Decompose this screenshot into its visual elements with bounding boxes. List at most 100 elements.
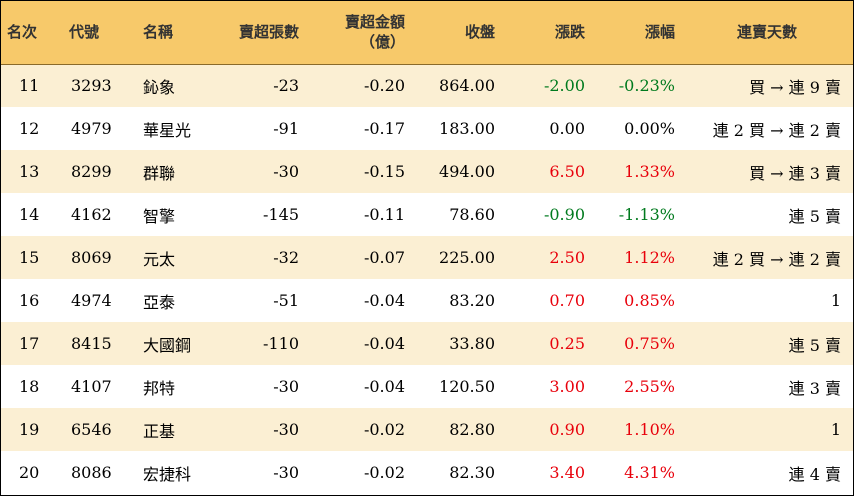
table-header: 名次 代號 名稱 賣超張數 賣超金額 （億） 收盤 漲跌 漲幅 連賣天數: [1, 1, 853, 65]
name-cell: 宏捷科: [143, 464, 192, 484]
consecutive-cell: 連 5 賣: [788, 335, 841, 355]
close-cell: 864.00: [439, 76, 495, 96]
close-cell: 83.20: [449, 291, 495, 310]
consecutive-cell: 1: [830, 291, 841, 310]
change-pct-cell: 0.00%: [624, 119, 675, 138]
sell-amount-cell: -0.04: [363, 377, 405, 396]
change-pct-cell: -0.23%: [618, 76, 675, 96]
table-row: 18 4107 邦特 -30 -0.04 120.50 3.00 2.55% 連…: [1, 365, 853, 408]
close-cell: 120.50: [439, 377, 495, 396]
rank-cell: 19: [19, 420, 40, 439]
consecutive-cell: 連 2 買 → 連 2 賣: [712, 249, 841, 269]
sell-lots-cell: -30: [273, 377, 299, 396]
code-cell: 8299: [71, 162, 112, 181]
header-change-pct: 漲幅: [591, 1, 681, 65]
consecutive-cell: 連 2 買 → 連 2 賣: [712, 120, 841, 140]
table-row: 12 4979 華星光 -91 -0.17 183.00 0.00 0.00% …: [1, 107, 853, 150]
close-cell: 82.30: [449, 463, 495, 482]
table-body: 11 3293 鈊象 -23 -0.20 864.00 -2.00 -0.23%…: [1, 64, 853, 494]
code-cell: 8086: [71, 463, 112, 482]
table-row: 19 6546 正基 -30 -0.02 82.80 0.90 1.10% 1: [1, 408, 853, 451]
header-sell-amount: 賣超金額 （億）: [305, 1, 411, 65]
change-pct-cell: 0.85%: [624, 291, 675, 310]
change-cell: 0.70: [549, 291, 585, 310]
change-pct-cell: 2.55%: [624, 377, 675, 396]
table-row: 13 8299 群聯 -30 -0.15 494.00 6.50 1.33% 買…: [1, 150, 853, 193]
change-cell: 0.90: [549, 420, 585, 439]
table-row: 15 8069 元太 -32 -0.07 225.00 2.50 1.12% 連…: [1, 236, 853, 279]
header-row: 名次 代號 名稱 賣超張數 賣超金額 （億） 收盤 漲跌 漲幅 連賣天數: [1, 1, 853, 65]
rank-cell: 17: [19, 334, 40, 353]
header-rank: 名次: [1, 1, 63, 65]
sell-amount-cell: -0.04: [363, 291, 405, 310]
consecutive-cell: 買 → 連 3 賣: [749, 163, 841, 183]
sell-lots-cell: -23: [273, 76, 299, 96]
sell-amount-cell: -0.04: [363, 334, 405, 353]
change-cell: 3.00: [549, 377, 585, 396]
change-pct-cell: -1.13%: [618, 205, 675, 224]
name-cell: 元太: [143, 249, 176, 269]
rank-cell: 11: [19, 76, 40, 96]
sell-lots-cell: -32: [273, 248, 299, 267]
table-row: 17 8415 大國鋼 -110 -0.04 33.80 0.25 0.75% …: [1, 322, 853, 365]
change-pct-cell: 4.31%: [624, 463, 675, 482]
close-cell: 33.80: [449, 334, 495, 353]
sell-amount-cell: -0.20: [363, 76, 405, 96]
close-cell: 225.00: [439, 248, 495, 267]
code-cell: 4162: [71, 205, 112, 224]
consecutive-cell: 連 5 賣: [788, 206, 841, 226]
name-cell: 鈊象: [143, 77, 176, 97]
consecutive-cell: 1: [830, 420, 841, 439]
header-change: 漲跌: [501, 1, 591, 65]
code-cell: 4107: [71, 377, 112, 396]
change-pct-cell: 1.33%: [624, 162, 675, 181]
name-cell: 智擎: [143, 206, 176, 226]
name-cell: 邦特: [143, 378, 176, 398]
table-row: 16 4974 亞泰 -51 -0.04 83.20 0.70 0.85% 1: [1, 279, 853, 322]
close-cell: 183.00: [439, 119, 495, 138]
change-pct-cell: 1.12%: [624, 248, 675, 267]
rank-cell: 16: [19, 291, 40, 310]
name-cell: 大國鋼: [143, 335, 192, 355]
name-cell: 華星光: [143, 120, 192, 140]
rank-cell: 14: [19, 205, 40, 224]
rank-cell: 18: [19, 377, 40, 396]
rank-cell: 15: [19, 248, 40, 267]
sell-lots-cell: -30: [273, 463, 299, 482]
header-sell-amount-line1: 賣超金額: [344, 13, 405, 32]
sell-amount-cell: -0.15: [363, 162, 405, 181]
close-cell: 78.60: [449, 205, 495, 224]
table-row: 20 8086 宏捷科 -30 -0.02 82.30 3.40 4.31% 連…: [1, 451, 853, 494]
code-cell: 4974: [71, 291, 112, 310]
sell-lots-cell: -91: [273, 119, 299, 138]
sell-amount-cell: -0.17: [363, 119, 405, 138]
sell-amount-cell: -0.02: [363, 463, 405, 482]
change-cell: -2.00: [543, 76, 585, 96]
rank-cell: 13: [19, 162, 40, 181]
sell-lots-cell: -30: [273, 162, 299, 181]
consecutive-cell: 買 → 連 9 賣: [749, 77, 841, 97]
code-cell: 6546: [71, 420, 112, 439]
header-name: 名稱: [127, 1, 205, 65]
change-cell: 6.50: [549, 162, 585, 181]
sell-lots-cell: -51: [273, 291, 299, 310]
header-sell-lots: 賣超張數: [205, 1, 305, 65]
change-cell: 3.40: [549, 463, 585, 482]
change-cell: 0.25: [549, 334, 585, 353]
name-cell: 正基: [143, 421, 176, 441]
header-sell-amount-line2: （億）: [359, 33, 405, 52]
rank-cell: 12: [19, 119, 40, 138]
sell-amount-cell: -0.11: [363, 205, 405, 224]
change-cell: -0.90: [543, 205, 585, 224]
name-cell: 群聯: [143, 163, 176, 183]
sell-lots-cell: -30: [273, 420, 299, 439]
change-cell: 2.50: [549, 248, 585, 267]
sell-lots-cell: -145: [263, 205, 299, 224]
table-row: 11 3293 鈊象 -23 -0.20 864.00 -2.00 -0.23%…: [1, 64, 853, 107]
close-cell: 82.80: [449, 420, 495, 439]
header-consecutive: 連賣天數: [681, 1, 853, 65]
code-cell: 8415: [71, 334, 112, 353]
code-cell: 3293: [71, 76, 112, 96]
